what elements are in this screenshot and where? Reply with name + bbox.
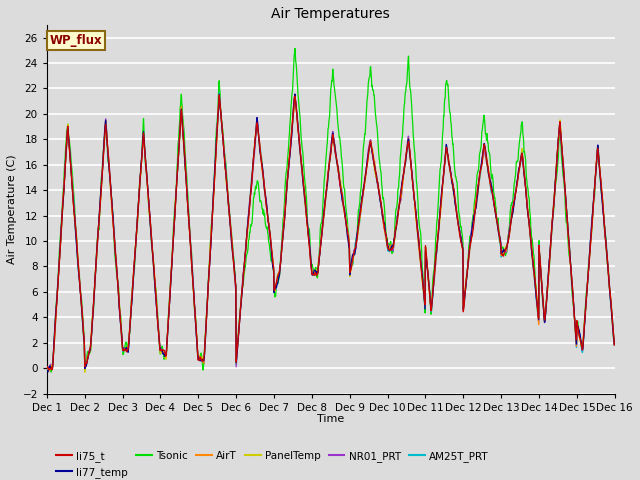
Y-axis label: Air Temperature (C): Air Temperature (C): [7, 155, 17, 264]
Legend: li75_t, li77_temp, Tsonic, AirT, PanelTemp, NR01_PRT, AM25T_PRT: li75_t, li77_temp, Tsonic, AirT, PanelTe…: [52, 447, 493, 480]
Title: Air Temperatures: Air Temperatures: [271, 7, 390, 21]
X-axis label: Time: Time: [317, 414, 344, 424]
Text: WP_flux: WP_flux: [50, 34, 102, 47]
